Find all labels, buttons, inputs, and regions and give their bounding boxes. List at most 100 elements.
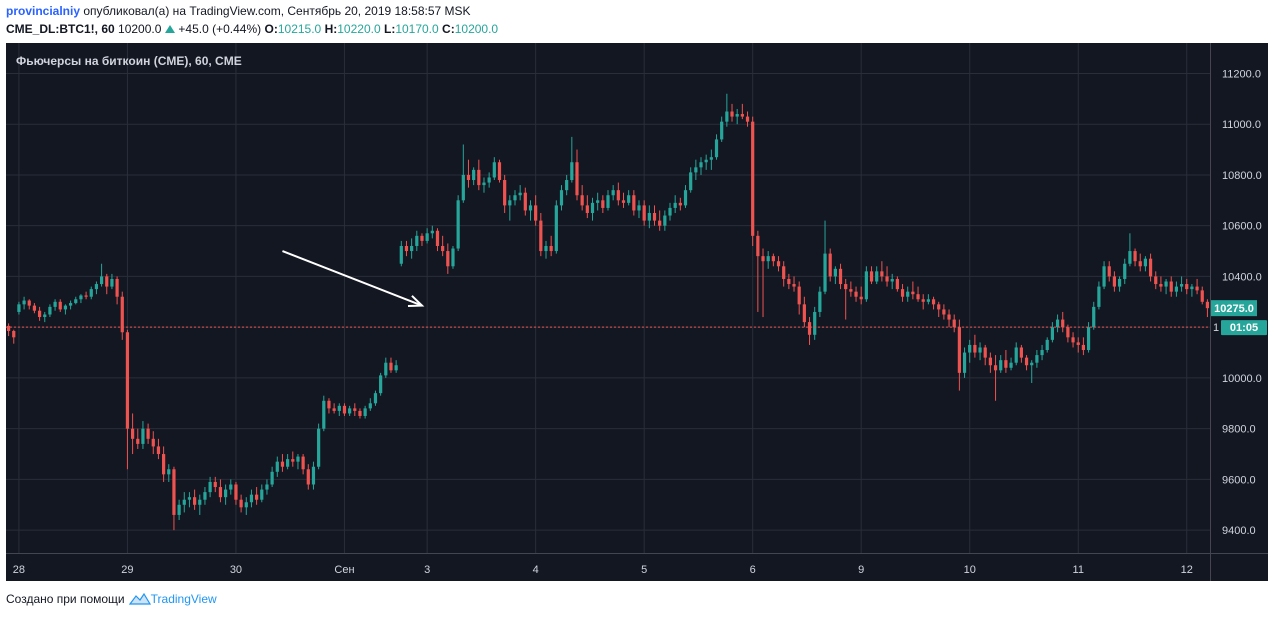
candle-body — [1164, 281, 1168, 287]
candle-body — [911, 291, 915, 295]
candle-body — [534, 205, 538, 221]
y-tick-label: 9400.0 — [1222, 525, 1256, 537]
candle-body — [999, 360, 1003, 371]
candle-body — [53, 301, 57, 307]
candle-body — [658, 220, 662, 226]
candle-body — [79, 295, 83, 300]
candle-body — [1035, 355, 1039, 363]
candle-body — [151, 438, 155, 447]
x-tick-label: 6 — [750, 564, 756, 576]
candlestick-chart[interactable]: 9400.09600.09800.010000.010200.010400.01… — [6, 43, 1268, 581]
candle-body — [1205, 301, 1210, 309]
chart-background — [6, 43, 1268, 581]
candle-body — [559, 190, 564, 206]
candle-body — [1107, 266, 1111, 277]
candle-body — [420, 235, 424, 241]
candle-body — [590, 202, 595, 213]
candle-body — [451, 248, 455, 267]
candle-body — [745, 116, 750, 122]
candle-body — [317, 428, 321, 467]
candle-body — [6, 325, 11, 331]
candle-body — [735, 114, 739, 117]
candle-body — [94, 284, 99, 290]
low-label: L: — [383, 22, 396, 36]
candle-body — [208, 481, 212, 493]
candle-body — [213, 481, 217, 488]
candle-body — [1195, 286, 1199, 291]
candle-body — [141, 428, 145, 444]
candle-body — [1050, 327, 1054, 340]
candle-body — [601, 200, 605, 208]
candle-body — [503, 180, 507, 206]
x-tick-label: 11 — [1073, 564, 1084, 576]
author-link[interactable]: provincialniy — [6, 4, 81, 18]
x-tick-label: 12 — [1181, 564, 1193, 576]
candle-body — [740, 114, 744, 117]
candle-body — [125, 332, 130, 429]
candle-body — [1055, 319, 1060, 328]
candle-body — [968, 344, 972, 353]
candle-body — [120, 296, 124, 333]
candle-body — [673, 202, 677, 208]
candle-body — [1179, 284, 1184, 287]
candle-body — [435, 230, 440, 246]
y-tick-label: 11000.0 — [1222, 119, 1261, 131]
candle-body — [807, 322, 812, 335]
candle-body — [823, 253, 827, 292]
candle-body — [461, 174, 465, 201]
candle-body — [652, 213, 657, 221]
candle-body — [456, 200, 460, 249]
last-price: 10200.0 — [118, 22, 162, 36]
annotation-arrowhead — [407, 295, 425, 307]
candle-body — [482, 182, 486, 186]
candle-body — [477, 169, 481, 186]
candle-body — [828, 253, 832, 277]
candle-body — [1024, 357, 1029, 366]
candle-body — [115, 278, 119, 297]
candle-body — [286, 459, 290, 467]
tradingview-brand-link[interactable]: TradingView — [128, 592, 217, 606]
candle-body — [606, 195, 610, 208]
candle-body — [1159, 284, 1163, 287]
candle-body — [404, 245, 409, 252]
candle-body — [957, 327, 961, 373]
candle-body — [833, 268, 837, 277]
candle-body — [89, 289, 93, 297]
candle-body — [766, 256, 770, 262]
candle-body — [1169, 281, 1173, 292]
candle-body — [260, 489, 264, 500]
chart-area[interactable]: 9400.09600.09800.010000.010200.010400.01… — [6, 43, 1268, 581]
candle-body — [513, 195, 517, 201]
candle-body — [394, 365, 398, 371]
candle-body — [983, 347, 987, 358]
candle-body — [187, 497, 192, 500]
price-change: +45.0 (+0.44%) — [178, 22, 262, 36]
candle-body — [978, 347, 982, 353]
x-tick-label: 5 — [641, 564, 647, 576]
candle-body — [900, 289, 905, 297]
candle-body — [575, 162, 579, 196]
candle-body — [771, 256, 775, 262]
candle-body — [130, 428, 135, 439]
candle-body — [782, 266, 786, 279]
candle-body — [1004, 360, 1008, 368]
x-tick-label: 28 — [13, 564, 25, 576]
candle-body — [84, 295, 88, 297]
candle-body — [988, 357, 992, 366]
candle-body — [611, 190, 615, 196]
candle-body — [58, 301, 62, 310]
candle-body — [678, 202, 682, 206]
candle-body — [1128, 251, 1132, 264]
candle-body — [683, 190, 688, 206]
symbol-label: CME_DL:BTC1!, 60 — [6, 22, 115, 36]
candle-body — [1190, 286, 1194, 290]
candle-body — [415, 235, 419, 246]
candle-body — [1066, 327, 1070, 338]
candle-body — [993, 365, 998, 371]
candle-body — [890, 278, 894, 282]
ohlc-header: CME_DL:BTC1!, 60 10200.0 +45.0 (+0.44%) O… — [6, 22, 498, 36]
candle-body — [544, 245, 548, 252]
y-tick-label: 9800.0 — [1222, 424, 1256, 436]
published-text: опубликовал(а) на TradingView.com, Сентя… — [80, 4, 471, 18]
candle-body — [694, 167, 698, 173]
